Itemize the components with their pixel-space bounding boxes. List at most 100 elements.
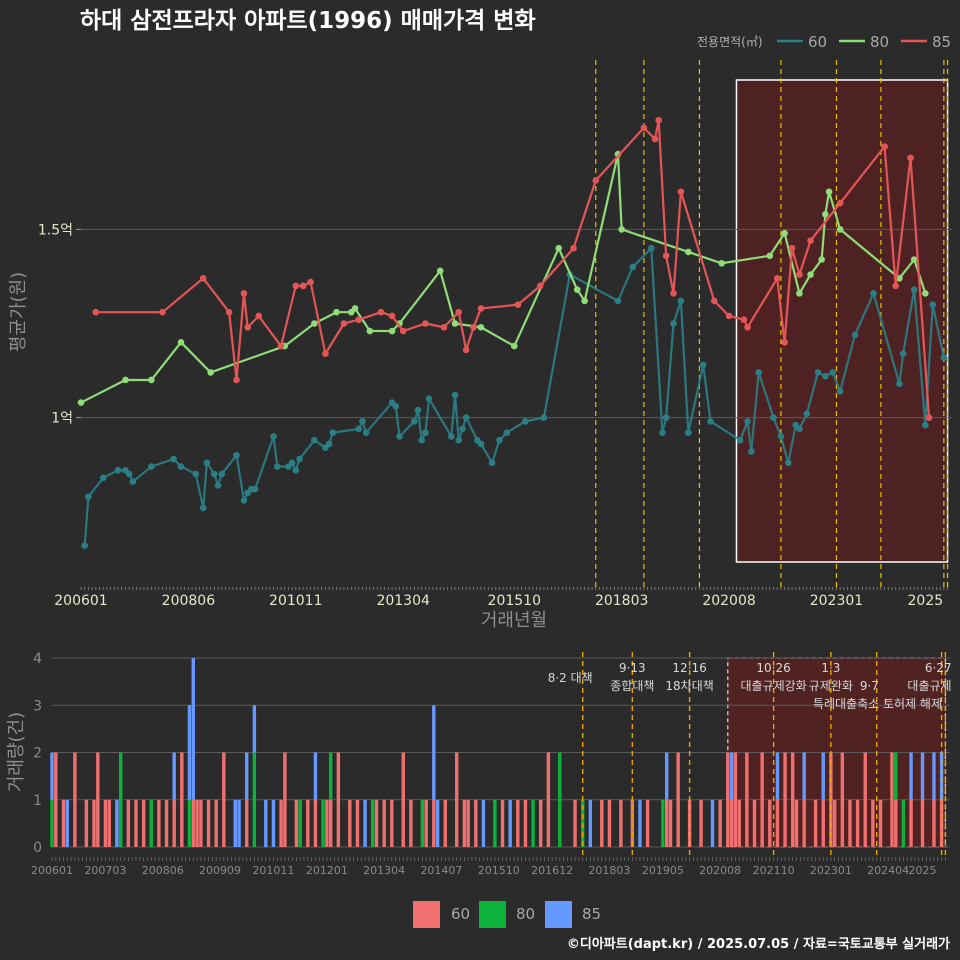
data-point-85 <box>199 275 207 282</box>
data-point-85 <box>240 290 248 297</box>
data-point-85 <box>244 323 251 331</box>
volume-bar-80 <box>119 752 123 847</box>
data-point-85 <box>277 342 285 350</box>
data-point-60 <box>707 418 714 425</box>
data-point-85 <box>725 312 733 320</box>
volume-bar-60 <box>668 799 673 847</box>
data-point-60 <box>311 436 318 444</box>
event-label: 규제완화 <box>809 679 853 693</box>
data-point-80 <box>818 256 825 263</box>
volume-bar-85 <box>920 752 925 800</box>
data-point-85 <box>536 282 544 290</box>
data-point-60 <box>325 440 333 448</box>
volume-x-tick-label: 2025 <box>909 864 937 877</box>
data-point-80 <box>351 305 359 312</box>
volume-bar-85 <box>665 752 669 800</box>
data-point-85 <box>773 275 781 282</box>
event-label: 종합대책 <box>610 678 654 693</box>
data-point-85 <box>514 301 522 308</box>
data-point-85 <box>662 252 670 260</box>
volume-bar-60 <box>474 799 478 847</box>
volume-bar-60 <box>890 752 894 847</box>
data-point-60 <box>462 414 470 421</box>
data-point-85 <box>670 290 677 297</box>
data-point-85 <box>881 143 888 150</box>
volume-bar-60 <box>424 799 428 847</box>
data-point-60 <box>329 429 337 436</box>
data-point-85 <box>836 199 844 207</box>
data-point-60 <box>896 380 903 388</box>
source-footer: ©디아파트(dapt.kr) / 2025.07.05 / 자료=국토교통부 실… <box>567 936 950 952</box>
volume-bar-60 <box>180 752 184 847</box>
volume-bar-60 <box>191 799 195 847</box>
data-point-80 <box>822 211 829 218</box>
volume-bar-60 <box>279 799 283 847</box>
volume-bar-60 <box>783 752 787 847</box>
data-point-85 <box>796 271 803 278</box>
data-point-60 <box>211 470 218 478</box>
volume-bar-60 <box>92 799 96 847</box>
volume-bar-80 <box>894 752 898 800</box>
data-point-60 <box>214 482 222 489</box>
volume-bar-60 <box>355 799 360 847</box>
data-point-60 <box>148 463 155 470</box>
data-point-85 <box>292 282 300 290</box>
volume-x-tick-label: 200909 <box>199 864 241 877</box>
data-point-60 <box>736 436 744 444</box>
volume-bar-80 <box>661 799 665 847</box>
volume-bar-80 <box>531 799 535 847</box>
legend-label-85: 85 <box>932 33 951 51</box>
data-point-60 <box>670 320 677 327</box>
data-point-60 <box>899 350 907 357</box>
volume-bar-60 <box>141 799 146 847</box>
volume-bar-60 <box>821 799 825 847</box>
series-line-85 <box>95 119 931 418</box>
legend-label-60: 60 <box>808 33 827 51</box>
event-label: 10·26 <box>756 661 790 675</box>
data-point-85 <box>159 308 166 316</box>
data-point-85 <box>677 188 685 196</box>
legend-bottom: 60 80 85 <box>413 901 601 928</box>
volume-bar-80 <box>187 799 192 847</box>
volume-x-tick-label: 201011 <box>252 864 294 877</box>
volume-x-tick-label: 200601 <box>31 864 73 877</box>
data-point-85 <box>388 312 396 320</box>
volume-bar-60 <box>840 752 845 847</box>
legend-bottom-label-60: 60 <box>451 905 470 923</box>
data-point-85 <box>592 177 600 184</box>
volume-x-tick-label: 201201 <box>306 864 348 877</box>
volume-bar-60 <box>222 752 226 847</box>
volume-bar-60 <box>802 799 806 847</box>
y-tick-label: 1억 <box>51 411 73 427</box>
volume-bar-60 <box>432 799 436 847</box>
volume-bar-60 <box>96 752 100 847</box>
volume-bar-60 <box>157 799 161 847</box>
volume-x-tick-label: 202008 <box>699 864 741 877</box>
volume-bar-80 <box>252 752 257 847</box>
data-point-85 <box>399 327 407 335</box>
data-point-80 <box>333 308 340 316</box>
price-chart: 1억 1.5억 200601 200806 201011 201304 201510 2018… <box>38 60 952 609</box>
volume-x-tick-label: 201905 <box>642 864 684 877</box>
data-point-60 <box>522 418 529 425</box>
data-point-60 <box>822 372 829 380</box>
volume-bar-60 <box>619 799 623 847</box>
data-point-85 <box>807 237 814 244</box>
data-point-80 <box>77 399 85 406</box>
data-point-85 <box>377 308 385 316</box>
data-point-60 <box>203 459 211 467</box>
volume-bar-60 <box>348 799 352 847</box>
data-point-80 <box>207 369 214 376</box>
data-point-60 <box>129 478 137 485</box>
data-point-85 <box>655 116 663 124</box>
data-point-80 <box>177 339 185 346</box>
data-point-85 <box>440 323 448 331</box>
data-point-60 <box>477 440 485 448</box>
data-point-60 <box>125 470 133 478</box>
volume-bar-60 <box>523 799 528 847</box>
volume-bar-85 <box>932 752 936 800</box>
volume-bar-60 <box>336 752 341 847</box>
data-point-85 <box>781 339 788 346</box>
data-point-60 <box>418 436 425 444</box>
x-tick-label: 202301 <box>810 593 863 609</box>
